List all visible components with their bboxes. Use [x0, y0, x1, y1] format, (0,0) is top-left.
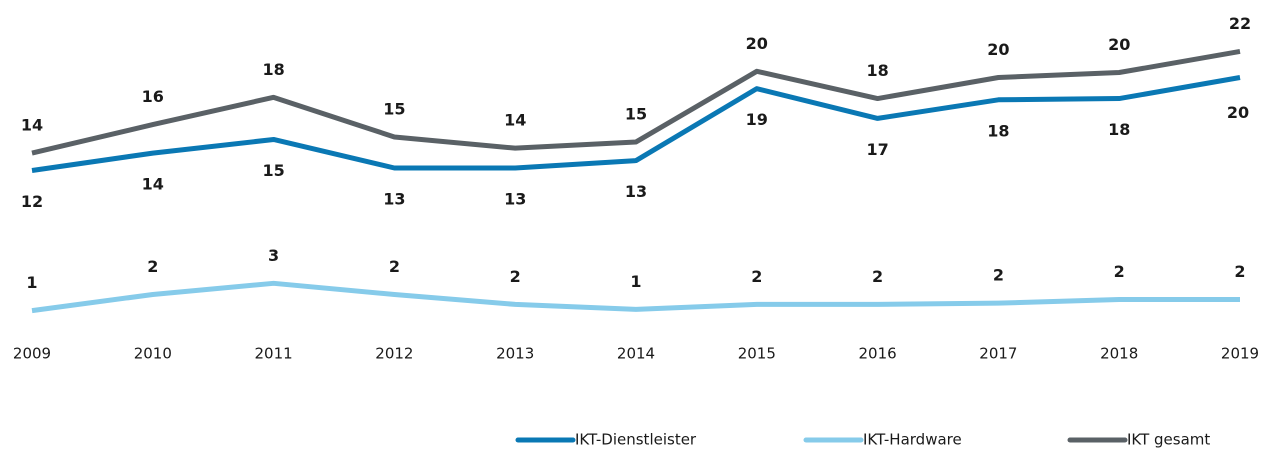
- data-label: 15: [262, 161, 284, 180]
- data-label: 3: [268, 246, 279, 265]
- data-label: 13: [383, 190, 405, 209]
- data-label: 2: [510, 267, 521, 286]
- legend-label: IKT-Dienstleister: [575, 431, 697, 449]
- x-tick-label: 2015: [738, 345, 776, 363]
- data-label: 20: [1227, 103, 1249, 122]
- x-tick-label: 2010: [134, 345, 172, 363]
- data-label: 19: [746, 110, 768, 129]
- data-label: 12: [21, 192, 43, 211]
- x-tick-label: 2009: [13, 345, 51, 363]
- data-label: 22: [1229, 14, 1251, 33]
- data-label: 2: [993, 266, 1004, 285]
- data-label: 20: [746, 34, 768, 53]
- data-label: 20: [1108, 35, 1130, 54]
- data-label: 20: [987, 40, 1009, 59]
- data-label: 14: [504, 111, 526, 130]
- data-label: 14: [21, 116, 43, 135]
- x-tick-label: 2012: [375, 345, 413, 363]
- series-line: [31, 280, 1240, 314]
- x-tick-label: 2017: [979, 345, 1017, 363]
- data-label: 17: [866, 140, 888, 159]
- data-label: 18: [866, 61, 888, 80]
- data-label: 18: [262, 60, 284, 79]
- data-label: 2: [147, 257, 158, 276]
- data-label: 2: [389, 257, 400, 276]
- x-tick-label: 2014: [617, 345, 655, 363]
- legend-label: IKT gesamt: [1127, 431, 1210, 449]
- data-label: 2: [751, 267, 762, 286]
- x-tick-label: 2013: [496, 345, 534, 363]
- data-label: 13: [625, 182, 647, 201]
- x-tick-label: 2016: [859, 345, 897, 363]
- data-label: 15: [383, 100, 405, 119]
- data-label: 15: [625, 104, 647, 123]
- x-tick-label: 2011: [255, 345, 293, 363]
- series-line: [31, 48, 1241, 156]
- data-label: 2: [1114, 262, 1125, 281]
- data-label: 2: [872, 267, 883, 286]
- x-tick-label: 2019: [1221, 345, 1259, 363]
- legend-label: IKT-Hardware: [863, 431, 962, 449]
- x-tick-label: 2018: [1100, 345, 1138, 363]
- data-label: 16: [142, 87, 164, 106]
- series-line: [31, 75, 1241, 173]
- data-label: 14: [142, 175, 164, 194]
- data-label: 13: [504, 190, 526, 209]
- data-label: 1: [26, 273, 37, 292]
- data-label: 18: [1108, 120, 1130, 139]
- data-label: 18: [987, 121, 1009, 140]
- data-label: 2: [1234, 262, 1245, 281]
- data-label: 1: [630, 272, 641, 291]
